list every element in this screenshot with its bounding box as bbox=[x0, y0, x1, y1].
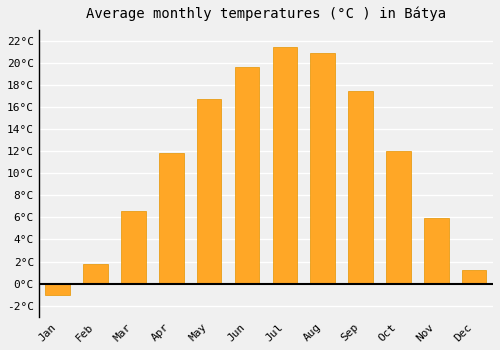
Bar bbox=[46, 284, 70, 295]
Bar bbox=[84, 264, 108, 284]
Bar bbox=[159, 153, 184, 284]
Bar bbox=[234, 67, 260, 284]
Bar bbox=[310, 53, 335, 284]
Bar bbox=[121, 211, 146, 284]
Bar bbox=[272, 47, 297, 284]
Bar bbox=[462, 271, 486, 284]
Bar bbox=[424, 218, 448, 284]
Bar bbox=[348, 91, 373, 284]
Title: Average monthly temperatures (°C ) in Bátya: Average monthly temperatures (°C ) in Bá… bbox=[86, 7, 446, 21]
Bar bbox=[197, 99, 222, 284]
Bar bbox=[386, 151, 410, 284]
